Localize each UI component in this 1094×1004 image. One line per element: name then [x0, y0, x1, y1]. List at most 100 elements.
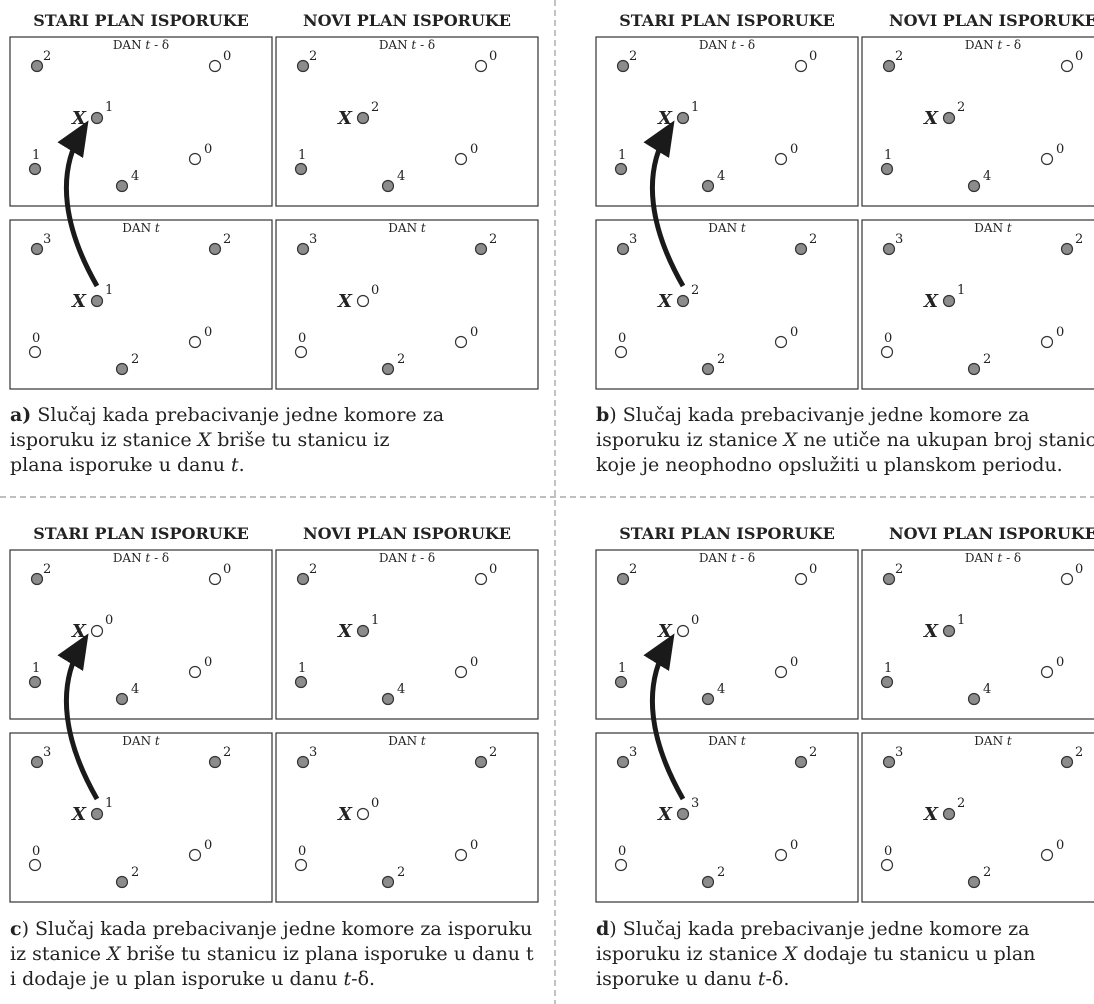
- panel-a-old-bottom-count-n1: 3: [43, 232, 51, 247]
- panel-a-new-bottom-count-n1: 3: [309, 232, 317, 247]
- panel-b-transfer-arrow: [643, 120, 686, 288]
- caption-c-line1: ) Slučaj kada prebacivanje jedne komore …: [21, 918, 533, 940]
- panel-c-new-top-count-x: 1: [371, 613, 379, 628]
- panel-c-new-bottom-count-n1: 3: [309, 745, 317, 760]
- panel-d-old-bottom-node-n4: [701, 875, 715, 889]
- panel-b-old-bottom-count-n2: 2: [809, 232, 817, 247]
- panel-a-new-top-count-n3: 1: [298, 148, 306, 163]
- panel-a: STARI PLAN ISPORUKE DAN t - δ 2 0 1 4 0 1 X DAN t…: [9, 11, 539, 390]
- panel-d-new-bottom-count-n4: 2: [983, 865, 991, 880]
- panel-c-new-top-count-n2: 0: [489, 562, 497, 577]
- panel-b-new-top-count-n4: 4: [983, 169, 991, 184]
- panel-a-old-top-count-n3: 1: [32, 148, 40, 163]
- panel-a-new-top-node-n4: [381, 179, 395, 193]
- panel-d-new-top-node-n1: [882, 572, 896, 586]
- panel-d-old-bottom-node-n1: [616, 755, 630, 769]
- caption-d-line3a: isporuke u danu: [596, 968, 758, 990]
- panel-c-old-top-count-n1: 2: [43, 562, 51, 577]
- panel-a-old-top-count-n2: 0: [223, 49, 231, 64]
- panel-d-new-bottom-node-n4: [967, 875, 981, 889]
- panel-c-new-bottom-count-n3: 0: [298, 844, 306, 859]
- caption-d: d) Slučaj kada prebacivanje jedne komore…: [596, 917, 1035, 992]
- panel-c-new-top-count-n1: 2: [309, 562, 317, 577]
- panel-b-new-top-node-x: [942, 111, 956, 125]
- panel-b-new-top-node-n2: [1060, 59, 1074, 73]
- caption-d-line2a: isporuku iz stanice: [596, 943, 784, 965]
- panel-c-new-bottom-station-x-label: X: [337, 804, 353, 825]
- panel-d-new-bottom-count-n1: 3: [895, 745, 903, 760]
- panel-b-old-top-node-x: [676, 111, 690, 125]
- panel-c-new-bottom-count-x: 0: [371, 796, 379, 811]
- panel-b-old-top-node-n3: [614, 162, 628, 176]
- panel-b-old-bottom-station-x-label: X: [657, 291, 673, 312]
- panel-d-old-top-count-x: 0: [691, 613, 699, 628]
- caption-b-x: X: [783, 429, 798, 451]
- panel-b-new-top-station-x-label: X: [923, 108, 939, 129]
- panel-d-new-top-day-label: DAN t - δ: [965, 551, 1021, 565]
- panel-c-new-top-frame: [275, 549, 539, 720]
- panel-a-transfer-arrow: [57, 120, 100, 288]
- panel-b-old-bottom-node-n4: [701, 362, 715, 376]
- panel-c-old-top-frame: [9, 549, 273, 720]
- panel-b-new-bottom-node-n5: [1040, 335, 1054, 349]
- panel-b-new-bottom-count-n5: 0: [1056, 325, 1064, 340]
- panel-a-new-top-station-x-label: X: [337, 108, 353, 129]
- panel-d-new-bottom-node-x: [942, 807, 956, 821]
- panel-b-old-bottom-count-n3: 0: [618, 331, 626, 346]
- panel-b-new-top-frame: [861, 36, 1094, 207]
- panel-d-old-top-node-n4: [701, 692, 715, 706]
- panel-d-new-top-count-n4: 4: [983, 682, 991, 697]
- panel-c-old-bottom-node-n4: [115, 875, 129, 889]
- panel-d-new-top-node-x: [942, 624, 956, 638]
- panel-d-old-bottom-count-n4: 2: [717, 865, 725, 880]
- caption-c-x: X: [107, 943, 121, 965]
- panel-c-new-bottom-node-x: [356, 807, 370, 821]
- panel-d-old-bottom-count-n1: 3: [629, 745, 637, 760]
- panel-d-old-bottom-node-n2: [794, 755, 808, 769]
- panel-c-old-bottom-node-n3: [28, 858, 42, 872]
- caption-d-line1: ) Slučaj kada prebacivanje jedne komore …: [609, 918, 1030, 940]
- caption-b-line2a: isporuku iz stanice: [596, 429, 784, 451]
- panel-b-old-bottom-count-n5: 0: [790, 325, 798, 340]
- panel-c-transfer-arrow: [57, 633, 100, 801]
- panel-c-new-bottom-day-label: DAN t: [388, 734, 426, 748]
- panel-d-old-top-node-n3: [614, 675, 628, 689]
- panel-a-new-bottom-node-n3: [294, 345, 308, 359]
- panel-a-old-bottom-node-n4: [115, 362, 129, 376]
- panel-d-new-top-count-n5: 0: [1056, 655, 1064, 670]
- panel-a-old-top-count-n4: 4: [131, 169, 139, 184]
- panel-d-old-top-node-n2: [794, 572, 808, 586]
- panel-a-new-bottom-station-x-label: X: [337, 291, 353, 312]
- panel-c-old-bottom-count-x: 1: [105, 796, 113, 811]
- panel-d-new-bottom-node-n3: [880, 858, 894, 872]
- panel-d-old-top-node-n5: [774, 665, 788, 679]
- panel-b-old-bottom-node-n1: [616, 242, 630, 256]
- caption-b-line3a: koje je neophodno opslužiti u planskom p…: [596, 454, 1063, 476]
- panel-d-new-bottom-count-n3: 0: [884, 844, 892, 859]
- panel-d-old-bottom-node-x: [676, 807, 690, 821]
- panel-a-new-top-node-n3: [294, 162, 308, 176]
- panel-d-old-top-count-n4: 4: [717, 682, 725, 697]
- panel-d-old-bottom-node-n5: [774, 848, 788, 862]
- panel-b-old-top-count-n2: 0: [809, 49, 817, 64]
- panel-d-old-bottom-count-x: 3: [691, 796, 699, 811]
- panel-d-new-bottom-node-n5: [1040, 848, 1054, 862]
- panel-c-new-top-count-n5: 0: [470, 655, 478, 670]
- panel-d-old-bottom-count-n2: 2: [809, 745, 817, 760]
- caption-d-line3b: -δ.: [765, 968, 790, 990]
- panel-d-old-top-count-n3: 1: [618, 661, 626, 676]
- panel-d-new-bottom-count-x: 2: [957, 796, 965, 811]
- panel-b-new-top-count-n3: 1: [884, 148, 892, 163]
- panel-b-old-top-node-n4: [701, 179, 715, 193]
- panel-d-old-bottom-node-n3: [614, 858, 628, 872]
- panel-b-new-top-count-n2: 0: [1075, 49, 1083, 64]
- panel-a-new-bottom-count-x: 0: [371, 283, 379, 298]
- panel-b-new-top-node-n1: [882, 59, 896, 73]
- panel-c-old-bottom-count-n2: 2: [223, 745, 231, 760]
- caption-a-letter: a): [10, 404, 32, 426]
- panel-d-new-bottom-count-n2: 2: [1075, 745, 1083, 760]
- panel-b-old-top-count-x: 1: [691, 100, 699, 115]
- panel-c-new-bottom-frame: [275, 732, 539, 903]
- panel-b-new-bottom-count-x: 1: [957, 283, 965, 298]
- panel-a-old-bottom-count-n3: 0: [32, 331, 40, 346]
